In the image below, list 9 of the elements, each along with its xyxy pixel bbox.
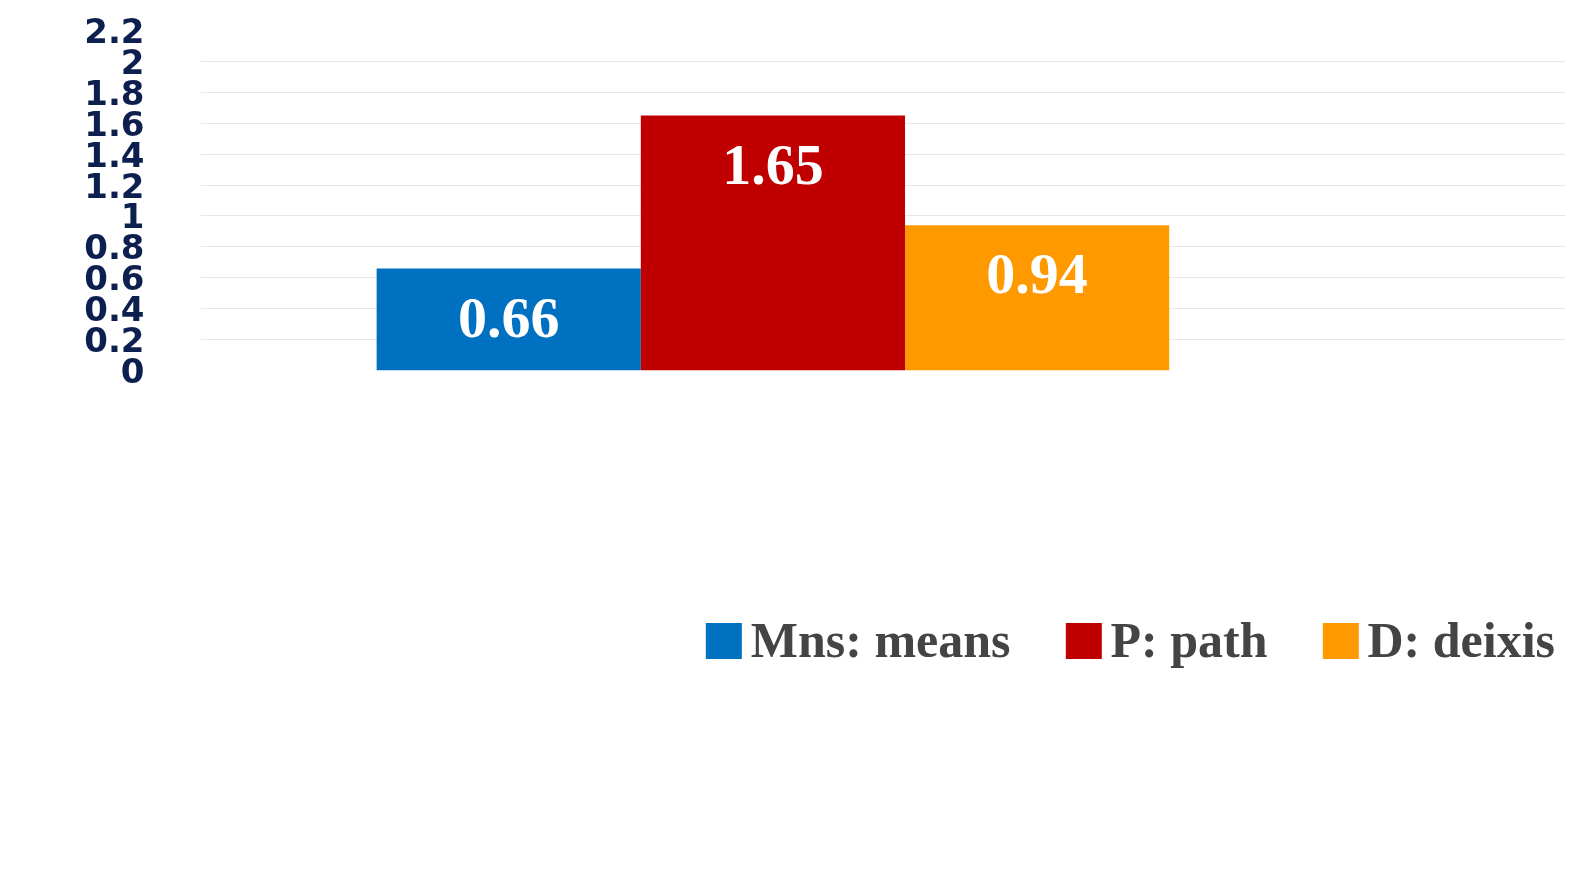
- legend-label: Mns: means: [750, 611, 1011, 669]
- bar: [640, 115, 906, 371]
- data-label: 1.65: [722, 131, 824, 197]
- legend-label: P: path: [1110, 611, 1268, 669]
- legend-label: D: deixis: [1367, 611, 1555, 669]
- data-label: 0.66: [457, 284, 560, 350]
- data-label: 0.94: [986, 241, 1088, 307]
- bar: [376, 268, 641, 371]
- bar: [905, 225, 1170, 371]
